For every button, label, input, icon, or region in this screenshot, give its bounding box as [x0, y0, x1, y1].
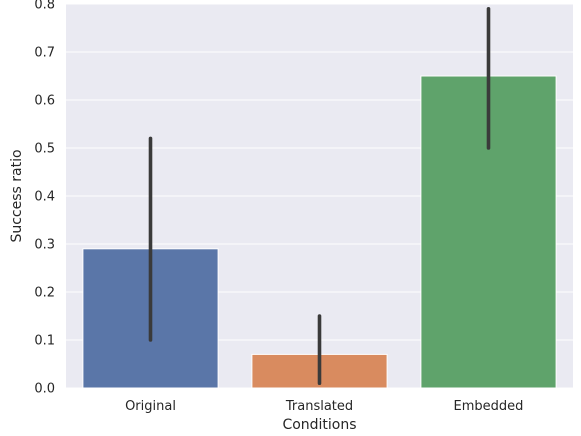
y-tick-label: 0.7 [34, 46, 55, 61]
y-tick-label: 0.4 [34, 190, 55, 205]
x-axis-ticks: Original Translated Embedded [125, 399, 523, 414]
y-tick-label: 0.5 [34, 142, 55, 157]
y-axis-label: Success ratio [9, 149, 25, 242]
error-bars [148, 7, 491, 386]
x-tick-label: Translated [285, 399, 353, 414]
x-axis-label: Conditions [282, 417, 356, 433]
y-tick-label: 0.8 [34, 0, 55, 13]
x-tick-label: Original [125, 399, 176, 414]
y-tick-label: 0.2 [34, 286, 55, 301]
y-axis-ticks: 0.0 0.1 0.2 0.3 0.4 0.5 0.6 0.7 0.8 [34, 0, 55, 397]
y-tick-label: 0.3 [34, 238, 55, 253]
x-tick-label: Embedded [454, 399, 524, 414]
y-tick-label: 0.1 [34, 334, 55, 349]
y-tick-label: 0.0 [34, 382, 55, 397]
y-tick-label: 0.6 [34, 94, 55, 109]
